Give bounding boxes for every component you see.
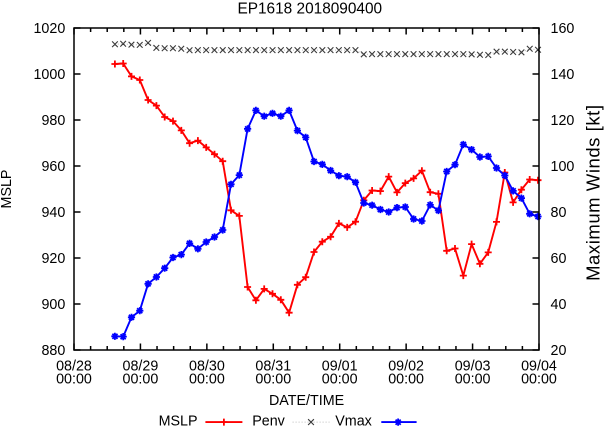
svg-text:Vmax: Vmax [335, 414, 372, 430]
svg-text:60: 60 [551, 251, 567, 267]
svg-text:MSLP: MSLP [0, 170, 15, 209]
svg-text:900: 900 [41, 297, 65, 313]
svg-text:00:00: 00:00 [322, 372, 358, 388]
svg-text:09/02: 09/02 [388, 359, 424, 375]
svg-text:09/01: 09/01 [322, 359, 358, 375]
svg-text:Penv: Penv [252, 414, 285, 430]
svg-text:80: 80 [551, 205, 567, 221]
svg-text:880: 880 [41, 343, 65, 359]
svg-text:940: 940 [41, 205, 65, 221]
svg-text:EP1618 2018090400: EP1618 2018090400 [237, 1, 382, 18]
svg-text:08/31: 08/31 [255, 359, 291, 375]
svg-text:00:00: 00:00 [521, 372, 557, 388]
svg-text:08/29: 08/29 [123, 359, 159, 375]
svg-text:00:00: 00:00 [255, 372, 291, 388]
svg-text:00:00: 00:00 [455, 372, 491, 388]
svg-text:Maximum Winds [kt]: Maximum Winds [kt] [583, 104, 604, 280]
svg-text:MSLP: MSLP [159, 414, 198, 430]
svg-text:140: 140 [551, 67, 575, 83]
svg-text:20: 20 [551, 343, 567, 359]
svg-text:1020: 1020 [33, 21, 65, 37]
svg-text:960: 960 [41, 159, 65, 175]
svg-text:00:00: 00:00 [189, 372, 225, 388]
svg-text:980: 980 [41, 113, 65, 129]
svg-text:120: 120 [551, 113, 575, 129]
svg-text:08/30: 08/30 [189, 359, 225, 375]
svg-text:160: 160 [551, 21, 575, 37]
svg-text:920: 920 [41, 251, 65, 267]
svg-text:40: 40 [551, 297, 567, 313]
svg-text:DATE/TIME: DATE/TIME [269, 393, 344, 409]
svg-text:09/03: 09/03 [455, 359, 491, 375]
svg-text:00:00: 00:00 [56, 372, 92, 388]
svg-text:00:00: 00:00 [123, 372, 159, 388]
svg-text:100: 100 [551, 159, 575, 175]
svg-text:1000: 1000 [33, 67, 65, 83]
svg-text:00:00: 00:00 [388, 372, 424, 388]
svg-text:08/28: 08/28 [56, 359, 92, 375]
svg-text:09/04: 09/04 [521, 359, 557, 375]
